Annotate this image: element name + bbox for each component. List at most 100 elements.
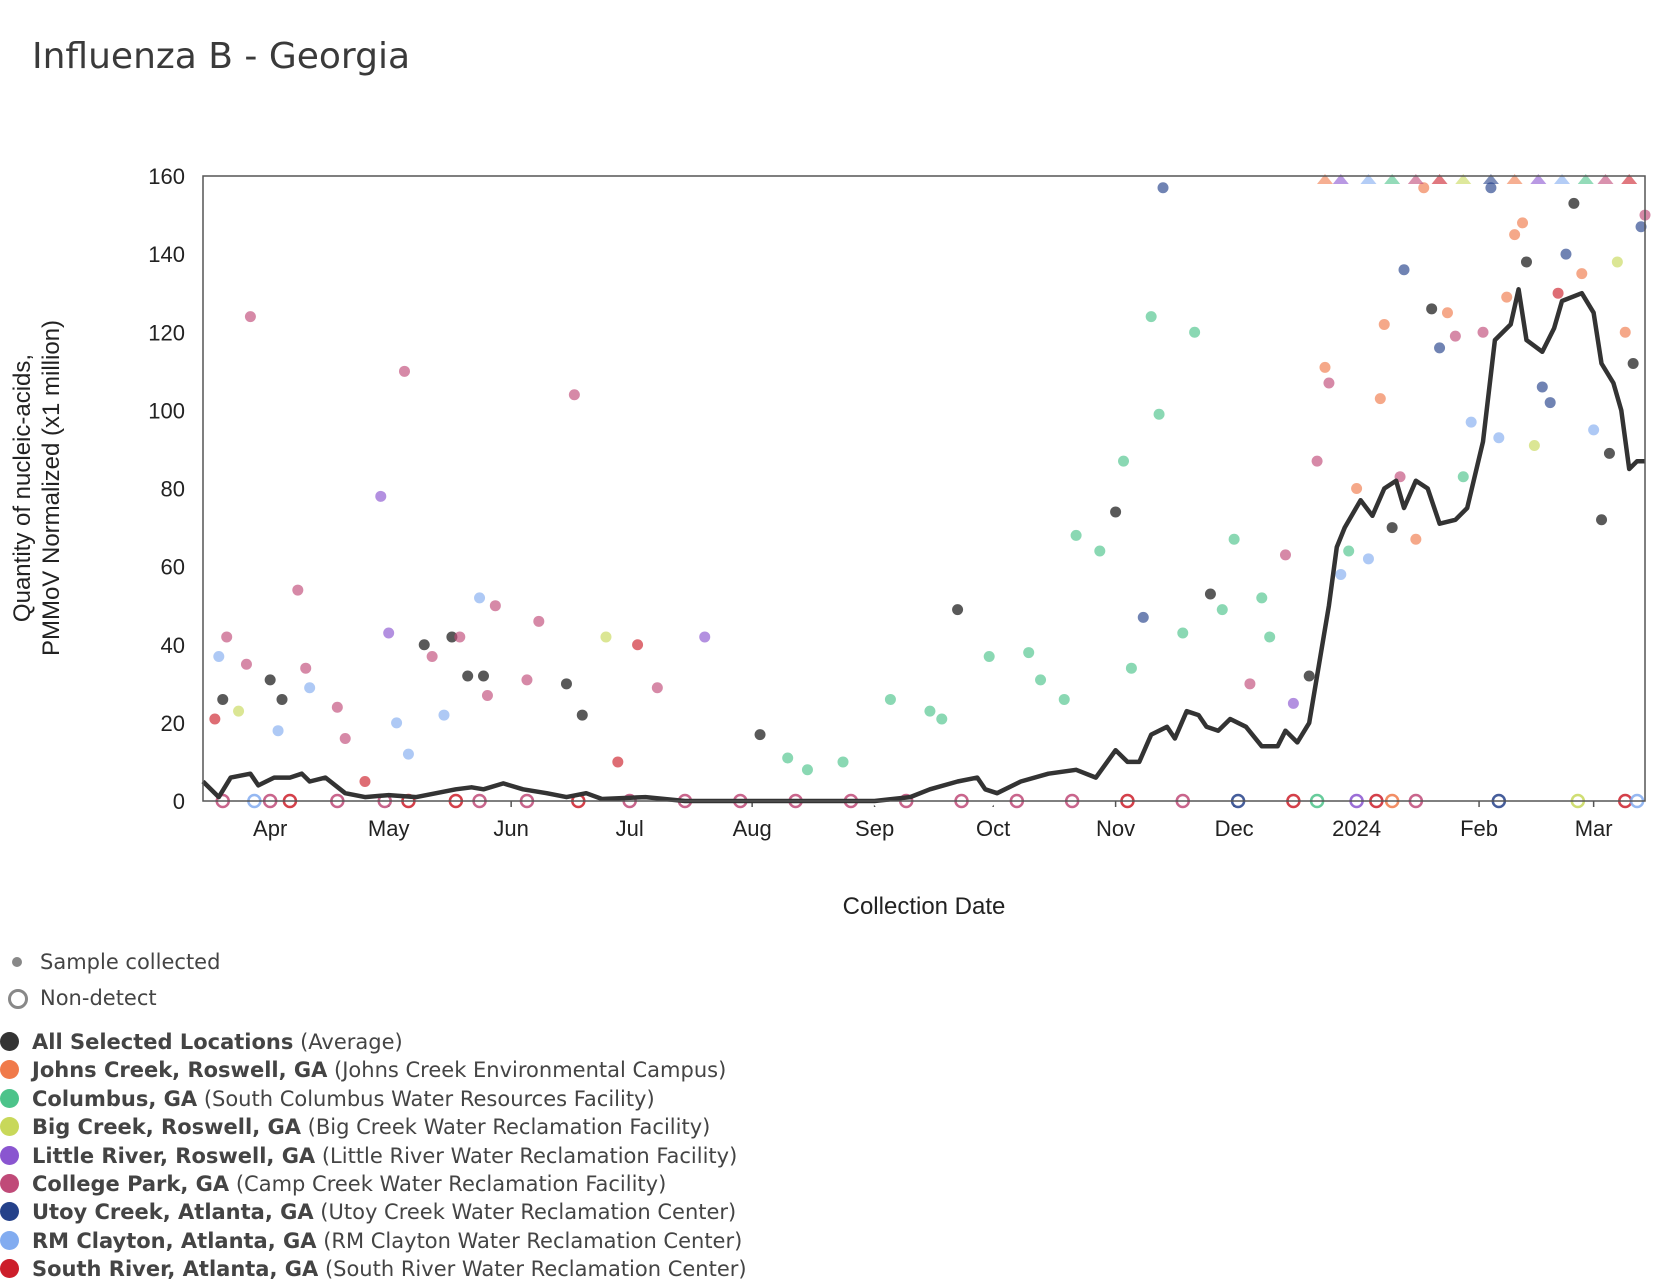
sample-point[interactable] [1058, 693, 1070, 705]
sample-point[interactable] [1398, 264, 1410, 276]
sample-point[interactable] [983, 650, 995, 662]
sample-point[interactable] [438, 709, 450, 721]
sample-point[interactable] [1094, 545, 1106, 557]
sample-point[interactable] [1576, 268, 1588, 280]
sample-point[interactable] [1118, 455, 1130, 467]
sample-point[interactable] [398, 365, 410, 377]
sample-point[interactable] [1603, 447, 1615, 459]
sample-point[interactable] [1477, 326, 1489, 338]
sample-point[interactable] [418, 639, 430, 651]
sample-point[interactable] [339, 733, 351, 744]
sample-point[interactable] [240, 658, 252, 670]
sample-point[interactable] [1216, 604, 1228, 616]
sample-point[interactable] [1426, 303, 1438, 315]
sample-point[interactable] [1311, 455, 1323, 467]
sample-point[interactable] [391, 717, 403, 729]
sample-point[interactable] [521, 674, 533, 686]
sample-point[interactable] [1153, 408, 1165, 420]
sample-point[interactable] [217, 693, 229, 705]
sample-point[interactable] [1374, 393, 1386, 405]
sample-point[interactable] [1457, 471, 1469, 483]
sample-point[interactable] [1137, 611, 1149, 623]
sample-point[interactable] [1351, 483, 1363, 494]
sample-point[interactable] [1303, 670, 1315, 682]
sample-point[interactable] [300, 662, 312, 674]
sample-point[interactable] [699, 631, 711, 643]
sample-point[interactable] [209, 713, 221, 725]
sample-point[interactable] [474, 592, 486, 604]
sample-point[interactable] [233, 705, 245, 717]
sample-point[interactable] [1520, 256, 1532, 268]
sample-point[interactable] [936, 713, 948, 725]
sample-point[interactable] [1335, 568, 1347, 580]
sample-point[interactable] [1568, 197, 1580, 209]
sample-point[interactable] [1449, 330, 1461, 342]
sample-point[interactable] [1627, 358, 1639, 369]
sample-point[interactable] [446, 631, 458, 643]
sample-point[interactable] [1410, 533, 1422, 545]
sample-point[interactable] [1517, 217, 1529, 229]
sample-point[interactable] [1552, 287, 1564, 299]
sample-point[interactable] [213, 650, 225, 662]
sample-point[interactable] [402, 748, 414, 760]
sample-point[interactable] [1125, 662, 1137, 674]
sample-point[interactable] [292, 584, 304, 596]
sample-point[interactable] [651, 682, 663, 694]
sample-point[interactable] [276, 693, 288, 705]
sample-point[interactable] [1343, 545, 1355, 557]
sample-point[interactable] [1256, 592, 1268, 604]
sample-point[interactable] [1544, 397, 1556, 409]
sample-point[interactable] [304, 682, 316, 694]
sample-point[interactable] [1023, 647, 1035, 659]
sample-point[interactable] [1319, 361, 1331, 373]
sample-point[interactable] [383, 627, 395, 639]
sample-point[interactable] [1177, 627, 1189, 639]
sample-point[interactable] [1501, 291, 1513, 303]
sample-point[interactable] [1611, 256, 1623, 268]
sample-point[interactable] [1441, 307, 1453, 319]
sample-point[interactable] [1588, 424, 1600, 436]
sample-point[interactable] [754, 729, 766, 741]
sample-point[interactable] [375, 490, 387, 502]
sample-point[interactable] [1035, 674, 1047, 686]
sample-point[interactable] [1386, 522, 1398, 534]
sample-point[interactable] [481, 690, 493, 702]
sample-point[interactable] [1560, 248, 1572, 260]
sample-point[interactable] [264, 674, 276, 686]
sample-point[interactable] [1189, 326, 1201, 338]
sample-point[interactable] [489, 600, 501, 612]
sample-point[interactable] [612, 756, 624, 768]
average-series-line[interactable] [201, 287, 1645, 804]
sample-point[interactable] [359, 775, 371, 787]
sample-point[interactable] [244, 311, 256, 323]
sample-point[interactable] [1070, 529, 1082, 541]
sample-point[interactable] [331, 701, 343, 713]
sample-point[interactable] [952, 604, 964, 616]
sample-point[interactable] [1635, 221, 1647, 233]
sample-point[interactable] [560, 678, 572, 690]
sample-point[interactable] [1536, 381, 1548, 393]
sample-point[interactable] [1509, 229, 1521, 241]
sample-point[interactable] [1228, 533, 1240, 545]
sample-point[interactable] [1110, 506, 1122, 518]
sample-point[interactable] [801, 764, 813, 776]
sample-point[interactable] [1619, 326, 1631, 338]
sample-point[interactable] [1378, 318, 1390, 330]
sample-point[interactable] [600, 631, 612, 643]
sample-point[interactable] [632, 639, 644, 651]
sample-markers[interactable] [209, 182, 1651, 787]
sample-point[interactable] [1264, 631, 1276, 643]
sample-point[interactable] [1528, 440, 1540, 452]
sample-point[interactable] [272, 725, 284, 737]
sample-point[interactable] [1493, 432, 1505, 444]
sample-point[interactable] [1465, 416, 1477, 428]
sample-point[interactable] [1418, 182, 1430, 194]
sample-point[interactable] [782, 752, 794, 764]
sample-point[interactable] [837, 756, 849, 768]
sample-point[interactable] [426, 650, 438, 662]
sample-point[interactable] [1596, 514, 1608, 526]
sample-point[interactable] [1485, 182, 1497, 194]
sample-point[interactable] [477, 670, 489, 682]
sample-point[interactable] [1287, 697, 1299, 709]
sample-point[interactable] [221, 631, 233, 643]
